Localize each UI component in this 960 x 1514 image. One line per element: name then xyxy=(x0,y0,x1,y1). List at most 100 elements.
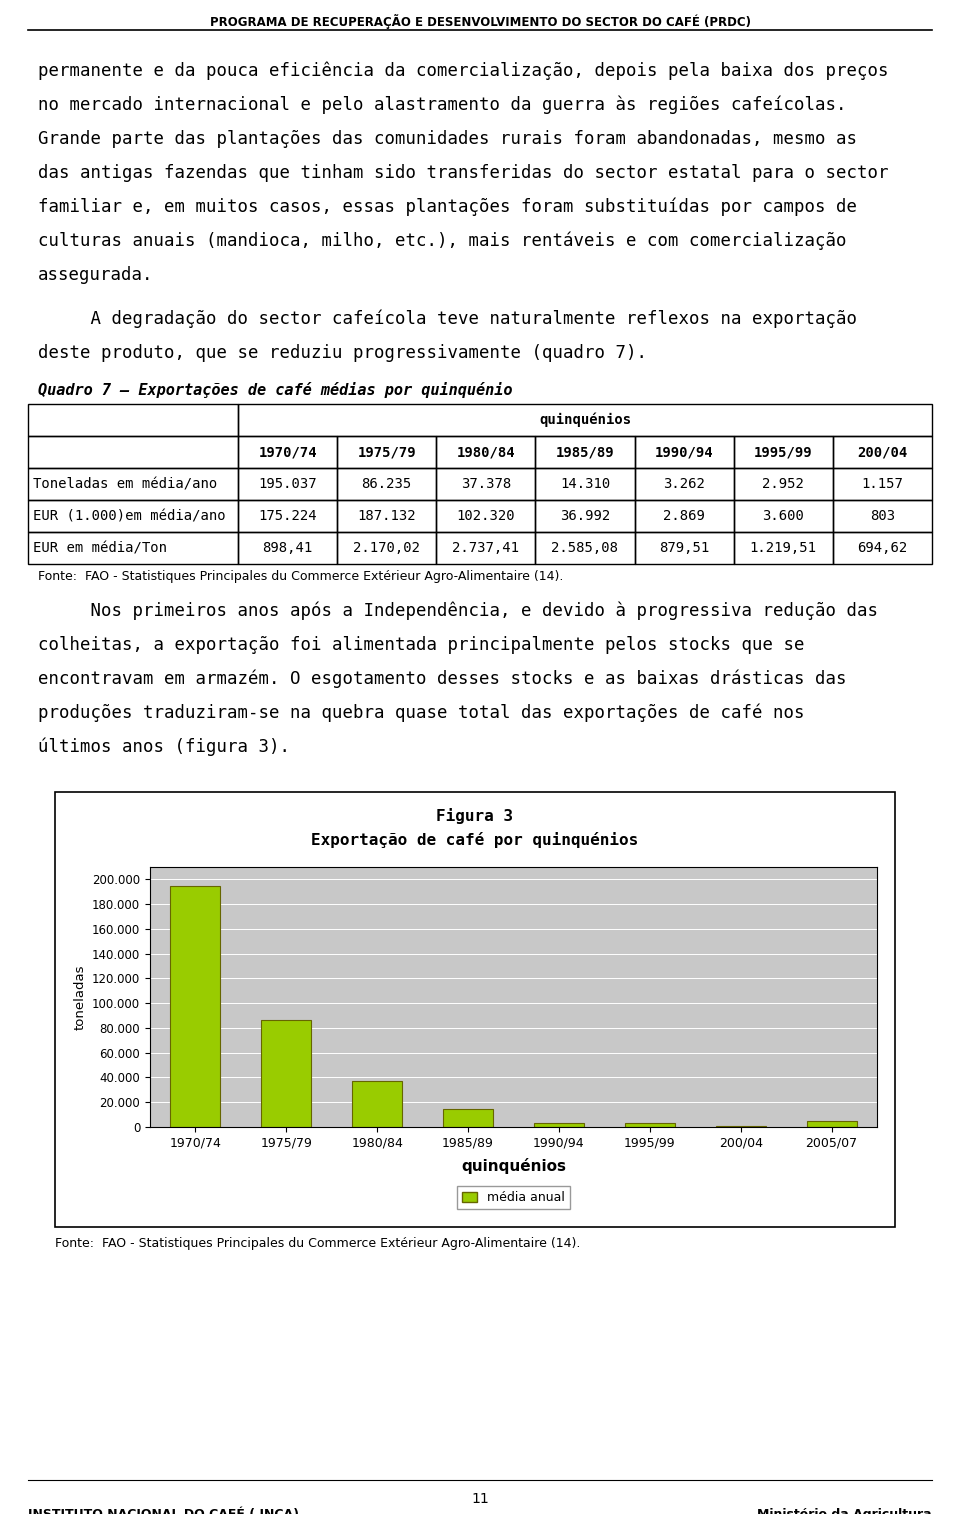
Text: 898,41: 898,41 xyxy=(262,540,313,556)
Text: 1995/99: 1995/99 xyxy=(754,445,812,459)
Bar xyxy=(238,436,337,468)
Text: 2.952: 2.952 xyxy=(762,477,804,491)
Bar xyxy=(352,1081,402,1126)
Text: assegurada.: assegurada. xyxy=(38,266,154,285)
Text: culturas anuais (mandioca, milho, etc.), mais rentáveis e com comercialização: culturas anuais (mandioca, milho, etc.),… xyxy=(38,232,847,250)
Text: Exportação de café por quinquénios: Exportação de café por quinquénios xyxy=(311,833,638,848)
Bar xyxy=(171,886,221,1126)
Bar xyxy=(806,1120,856,1126)
Text: 11: 11 xyxy=(471,1491,489,1506)
Text: quinquénios: quinquénios xyxy=(539,413,631,427)
Bar xyxy=(238,468,337,500)
Bar xyxy=(733,436,833,468)
Bar xyxy=(733,500,833,531)
Text: A degradação do sector cafeícola teve naturalmente reflexos na exportação: A degradação do sector cafeícola teve na… xyxy=(38,310,857,329)
Bar xyxy=(337,468,436,500)
Text: Toneladas em média/ano: Toneladas em média/ano xyxy=(33,477,217,491)
Bar xyxy=(28,404,238,436)
Text: 1990/94: 1990/94 xyxy=(655,445,713,459)
Text: Nos primeiros anos após a Independência, e devido à progressiva redução das: Nos primeiros anos após a Independência,… xyxy=(38,603,878,621)
Text: 1.157: 1.157 xyxy=(861,477,903,491)
Bar xyxy=(833,531,932,565)
Bar xyxy=(635,436,733,468)
Bar xyxy=(625,1123,675,1126)
Text: 14.310: 14.310 xyxy=(560,477,611,491)
Bar xyxy=(28,531,238,565)
Text: Ministério da Agricultura: Ministério da Agricultura xyxy=(757,1508,932,1514)
Bar xyxy=(635,468,733,500)
Text: EUR (1.000)em média/ano: EUR (1.000)em média/ano xyxy=(33,509,226,522)
Text: 200/04: 200/04 xyxy=(857,445,907,459)
Bar xyxy=(238,404,932,436)
Text: Quadro 7 – Exportações de café médias por quinquénio: Quadro 7 – Exportações de café médias po… xyxy=(38,382,513,398)
Bar xyxy=(261,1020,311,1126)
Bar xyxy=(55,792,895,1226)
Text: no mercado internacional e pelo alastramento da guerra às regiões cafeícolas.: no mercado internacional e pelo alastram… xyxy=(38,95,847,115)
Text: 86.235: 86.235 xyxy=(362,477,412,491)
Bar xyxy=(28,436,238,468)
Text: 803: 803 xyxy=(870,509,895,522)
Text: 1980/84: 1980/84 xyxy=(457,445,516,459)
Bar xyxy=(534,1123,584,1126)
Bar xyxy=(28,500,238,531)
Bar xyxy=(833,468,932,500)
Text: Fonte:  FAO - Statistiques Principales du Commerce Extérieur Agro-Alimentaire (1: Fonte: FAO - Statistiques Principales du… xyxy=(38,569,564,583)
Bar xyxy=(833,500,932,531)
Bar xyxy=(635,500,733,531)
Bar xyxy=(536,436,635,468)
Text: 102.320: 102.320 xyxy=(457,509,516,522)
Bar xyxy=(436,436,536,468)
Text: 195.037: 195.037 xyxy=(258,477,317,491)
Bar xyxy=(536,500,635,531)
Text: PROGRAMA DE RECUPERAÇÃO E DESENVOLVIMENTO DO SECTOR DO CAFÉ (PRDC): PROGRAMA DE RECUPERAÇÃO E DESENVOLVIMENT… xyxy=(209,14,751,29)
Text: 2.170,02: 2.170,02 xyxy=(353,540,420,556)
Bar xyxy=(536,531,635,565)
Text: 1985/89: 1985/89 xyxy=(556,445,614,459)
Text: INSTITUTO NACIONAL DO CAFÉ ( INCA): INSTITUTO NACIONAL DO CAFÉ ( INCA) xyxy=(28,1508,299,1514)
Text: produções traduziram-se na quebra quase total das exportações de café nos: produções traduziram-se na quebra quase … xyxy=(38,704,804,722)
Text: 2.869: 2.869 xyxy=(663,509,705,522)
Bar xyxy=(833,436,932,468)
Bar xyxy=(733,531,833,565)
Bar xyxy=(733,468,833,500)
Text: permanente e da pouca eficiência da comercialização, depois pela baixa dos preço: permanente e da pouca eficiência da come… xyxy=(38,62,889,80)
Text: 37.378: 37.378 xyxy=(461,477,511,491)
Text: 2.737,41: 2.737,41 xyxy=(452,540,519,556)
Text: 1.219,51: 1.219,51 xyxy=(750,540,817,556)
Text: das antigas fazendas que tinham sido transferidas do sector estatal para o secto: das antigas fazendas que tinham sido tra… xyxy=(38,164,889,182)
Text: 187.132: 187.132 xyxy=(357,509,416,522)
Text: 175.224: 175.224 xyxy=(258,509,317,522)
Bar xyxy=(536,468,635,500)
Text: 2.585,08: 2.585,08 xyxy=(551,540,618,556)
Text: 879,51: 879,51 xyxy=(659,540,709,556)
Y-axis label: toneladas: toneladas xyxy=(74,964,86,1030)
Legend: média anual: média anual xyxy=(457,1185,570,1210)
Bar xyxy=(337,436,436,468)
Text: 1970/74: 1970/74 xyxy=(258,445,317,459)
Bar xyxy=(444,1110,493,1126)
Bar xyxy=(635,531,733,565)
Text: colheitas, a exportação foi alimentada principalmente pelos stocks que se: colheitas, a exportação foi alimentada p… xyxy=(38,636,804,654)
Bar xyxy=(238,531,337,565)
Text: encontravam em armazém. O esgotamento desses stocks e as baixas drásticas das: encontravam em armazém. O esgotamento de… xyxy=(38,671,847,689)
Text: 1975/79: 1975/79 xyxy=(357,445,416,459)
Text: Fonte:  FAO - Statistiques Principales du Commerce Extérieur Agro-Alimentaire (1: Fonte: FAO - Statistiques Principales du… xyxy=(55,1237,581,1251)
Text: 694,62: 694,62 xyxy=(857,540,907,556)
Text: 36.992: 36.992 xyxy=(560,509,611,522)
Text: Figura 3: Figura 3 xyxy=(437,808,514,824)
Text: 3.262: 3.262 xyxy=(663,477,705,491)
Bar xyxy=(28,468,238,500)
Text: deste produto, que se reduziu progressivamente (quadro 7).: deste produto, que se reduziu progressiv… xyxy=(38,344,647,362)
Bar xyxy=(436,531,536,565)
Bar xyxy=(436,468,536,500)
Bar xyxy=(337,500,436,531)
Bar xyxy=(238,500,337,531)
Text: 3.600: 3.600 xyxy=(762,509,804,522)
Bar xyxy=(436,500,536,531)
X-axis label: quinquénios: quinquénios xyxy=(461,1158,566,1173)
Text: últimos anos (figura 3).: últimos anos (figura 3). xyxy=(38,737,290,757)
Text: familiar e, em muitos casos, essas plantações foram substituídas por campos de: familiar e, em muitos casos, essas plant… xyxy=(38,198,857,217)
Text: Grande parte das plantações das comunidades rurais foram abandonadas, mesmo as: Grande parte das plantações das comunida… xyxy=(38,130,857,148)
Bar xyxy=(337,531,436,565)
Text: EUR em média/Ton: EUR em média/Ton xyxy=(33,540,167,556)
